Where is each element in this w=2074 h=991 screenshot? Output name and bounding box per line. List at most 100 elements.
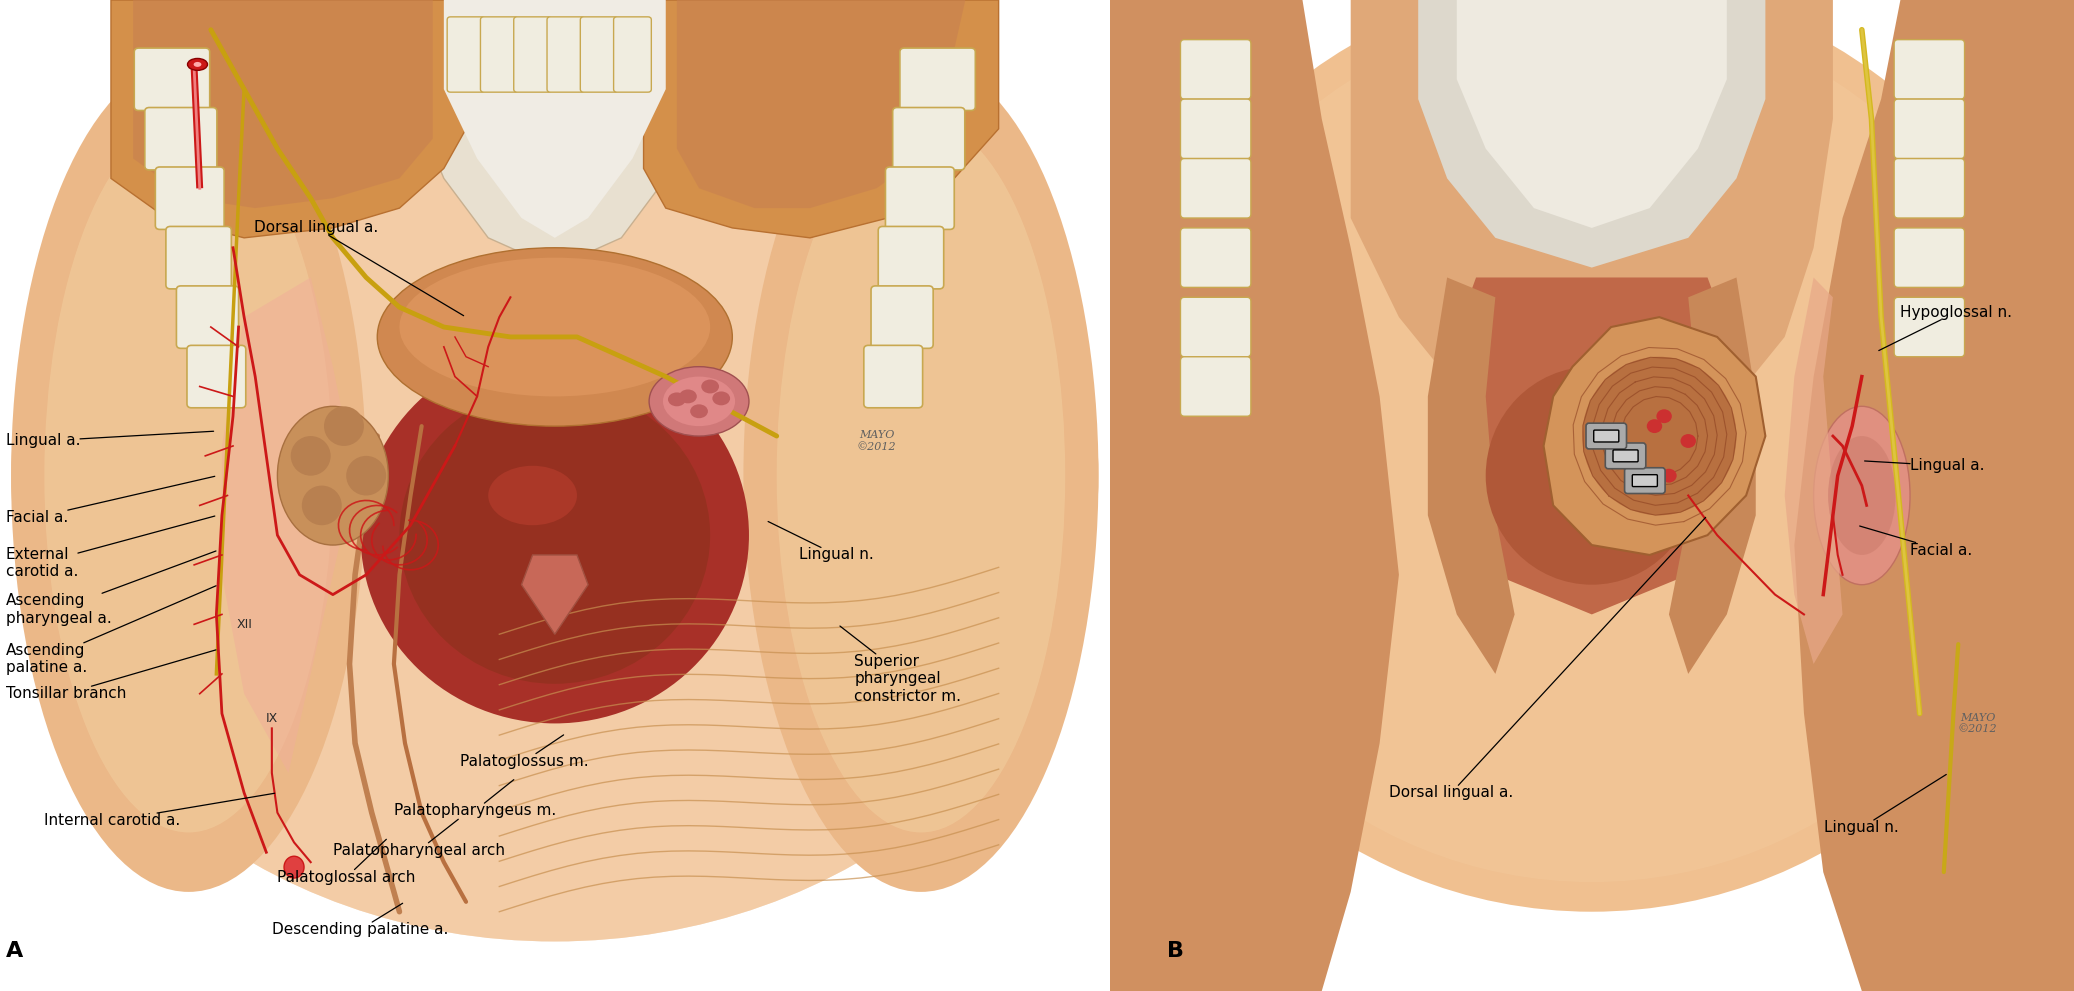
FancyBboxPatch shape: [145, 108, 218, 170]
Polygon shape: [1670, 277, 1757, 674]
Ellipse shape: [377, 248, 732, 426]
Text: XII: XII: [236, 617, 253, 631]
Text: External
carotid a.: External carotid a.: [6, 516, 216, 579]
FancyBboxPatch shape: [871, 285, 933, 348]
Polygon shape: [643, 0, 1000, 238]
FancyBboxPatch shape: [156, 166, 224, 229]
Ellipse shape: [187, 58, 207, 70]
Ellipse shape: [303, 486, 342, 525]
Polygon shape: [112, 0, 467, 238]
FancyBboxPatch shape: [548, 17, 585, 92]
Polygon shape: [1110, 0, 1398, 991]
Ellipse shape: [1657, 409, 1672, 423]
Ellipse shape: [778, 119, 1066, 832]
FancyBboxPatch shape: [1614, 450, 1638, 462]
Ellipse shape: [1647, 419, 1661, 433]
Ellipse shape: [1120, 0, 2064, 912]
Text: Tonsillar branch: Tonsillar branch: [6, 650, 216, 702]
Polygon shape: [676, 0, 964, 208]
Ellipse shape: [400, 258, 709, 396]
Ellipse shape: [691, 404, 707, 418]
FancyBboxPatch shape: [1180, 159, 1251, 218]
FancyBboxPatch shape: [1180, 40, 1251, 99]
Ellipse shape: [678, 389, 697, 403]
FancyBboxPatch shape: [1894, 99, 1964, 159]
FancyBboxPatch shape: [900, 48, 975, 110]
Ellipse shape: [284, 856, 305, 878]
Text: Facial a.: Facial a.: [6, 477, 216, 525]
Ellipse shape: [290, 436, 330, 476]
FancyBboxPatch shape: [514, 17, 552, 92]
Text: Ascending
pharyngeal a.: Ascending pharyngeal a.: [6, 551, 216, 625]
Ellipse shape: [711, 391, 730, 405]
Text: B: B: [1168, 941, 1184, 961]
Ellipse shape: [10, 59, 367, 892]
Polygon shape: [1419, 0, 1765, 268]
Ellipse shape: [400, 386, 709, 684]
Ellipse shape: [1485, 367, 1699, 585]
Ellipse shape: [1813, 406, 1910, 585]
Text: Facial a.: Facial a.: [1860, 526, 1972, 558]
Polygon shape: [1794, 0, 2074, 991]
Polygon shape: [1437, 277, 1746, 614]
Text: Hypoglossal n.: Hypoglossal n.: [1879, 304, 2012, 351]
FancyBboxPatch shape: [1180, 357, 1251, 416]
Text: Lingual n.: Lingual n.: [767, 521, 873, 563]
FancyBboxPatch shape: [187, 346, 247, 407]
FancyBboxPatch shape: [135, 48, 209, 110]
Text: Internal carotid a.: Internal carotid a.: [44, 793, 274, 828]
Text: Lingual a.: Lingual a.: [6, 431, 214, 449]
Text: Palatoglossus m.: Palatoglossus m.: [460, 735, 589, 769]
Ellipse shape: [1827, 436, 1896, 555]
Ellipse shape: [44, 119, 334, 832]
Polygon shape: [1350, 0, 1833, 446]
Ellipse shape: [10, 10, 1099, 941]
Ellipse shape: [1661, 469, 1676, 483]
FancyBboxPatch shape: [176, 285, 239, 348]
Ellipse shape: [701, 380, 720, 393]
Text: MAYO
©2012: MAYO ©2012: [857, 430, 896, 452]
Ellipse shape: [1149, 10, 2035, 882]
Polygon shape: [222, 277, 355, 773]
FancyBboxPatch shape: [877, 226, 944, 289]
Polygon shape: [1427, 277, 1514, 674]
Polygon shape: [1456, 0, 1728, 228]
FancyBboxPatch shape: [1180, 297, 1251, 357]
FancyBboxPatch shape: [1894, 40, 1964, 99]
Ellipse shape: [278, 406, 388, 545]
FancyBboxPatch shape: [863, 346, 923, 407]
Ellipse shape: [742, 59, 1099, 892]
Text: Descending palatine a.: Descending palatine a.: [272, 903, 448, 937]
FancyBboxPatch shape: [886, 166, 954, 229]
Ellipse shape: [649, 367, 749, 436]
FancyBboxPatch shape: [581, 17, 618, 92]
FancyBboxPatch shape: [1605, 443, 1647, 469]
Text: Palatopharyngeal arch: Palatopharyngeal arch: [332, 820, 504, 858]
Ellipse shape: [346, 456, 386, 496]
FancyBboxPatch shape: [892, 108, 964, 170]
FancyBboxPatch shape: [1894, 297, 1964, 357]
FancyBboxPatch shape: [1894, 159, 1964, 218]
Polygon shape: [1543, 317, 1765, 555]
FancyBboxPatch shape: [166, 226, 232, 289]
FancyBboxPatch shape: [481, 17, 518, 92]
Text: Dorsal lingual a.: Dorsal lingual a.: [1390, 517, 1705, 801]
FancyBboxPatch shape: [1624, 468, 1665, 494]
Polygon shape: [521, 555, 589, 634]
Text: Dorsal lingual a.: Dorsal lingual a.: [255, 220, 465, 316]
Ellipse shape: [324, 406, 363, 446]
FancyBboxPatch shape: [1180, 228, 1251, 287]
FancyBboxPatch shape: [1894, 228, 1964, 287]
FancyBboxPatch shape: [614, 17, 651, 92]
Polygon shape: [411, 0, 699, 268]
Text: Ascending
palatine a.: Ascending palatine a.: [6, 586, 216, 675]
Ellipse shape: [664, 377, 734, 426]
Polygon shape: [444, 0, 666, 238]
Text: IX: IX: [265, 712, 278, 725]
Ellipse shape: [1582, 357, 1736, 515]
FancyBboxPatch shape: [448, 17, 485, 92]
Text: Lingual n.: Lingual n.: [1825, 774, 1945, 835]
Ellipse shape: [487, 466, 577, 525]
Polygon shape: [133, 0, 433, 208]
Text: Palatoglossal arch: Palatoglossal arch: [278, 839, 415, 885]
